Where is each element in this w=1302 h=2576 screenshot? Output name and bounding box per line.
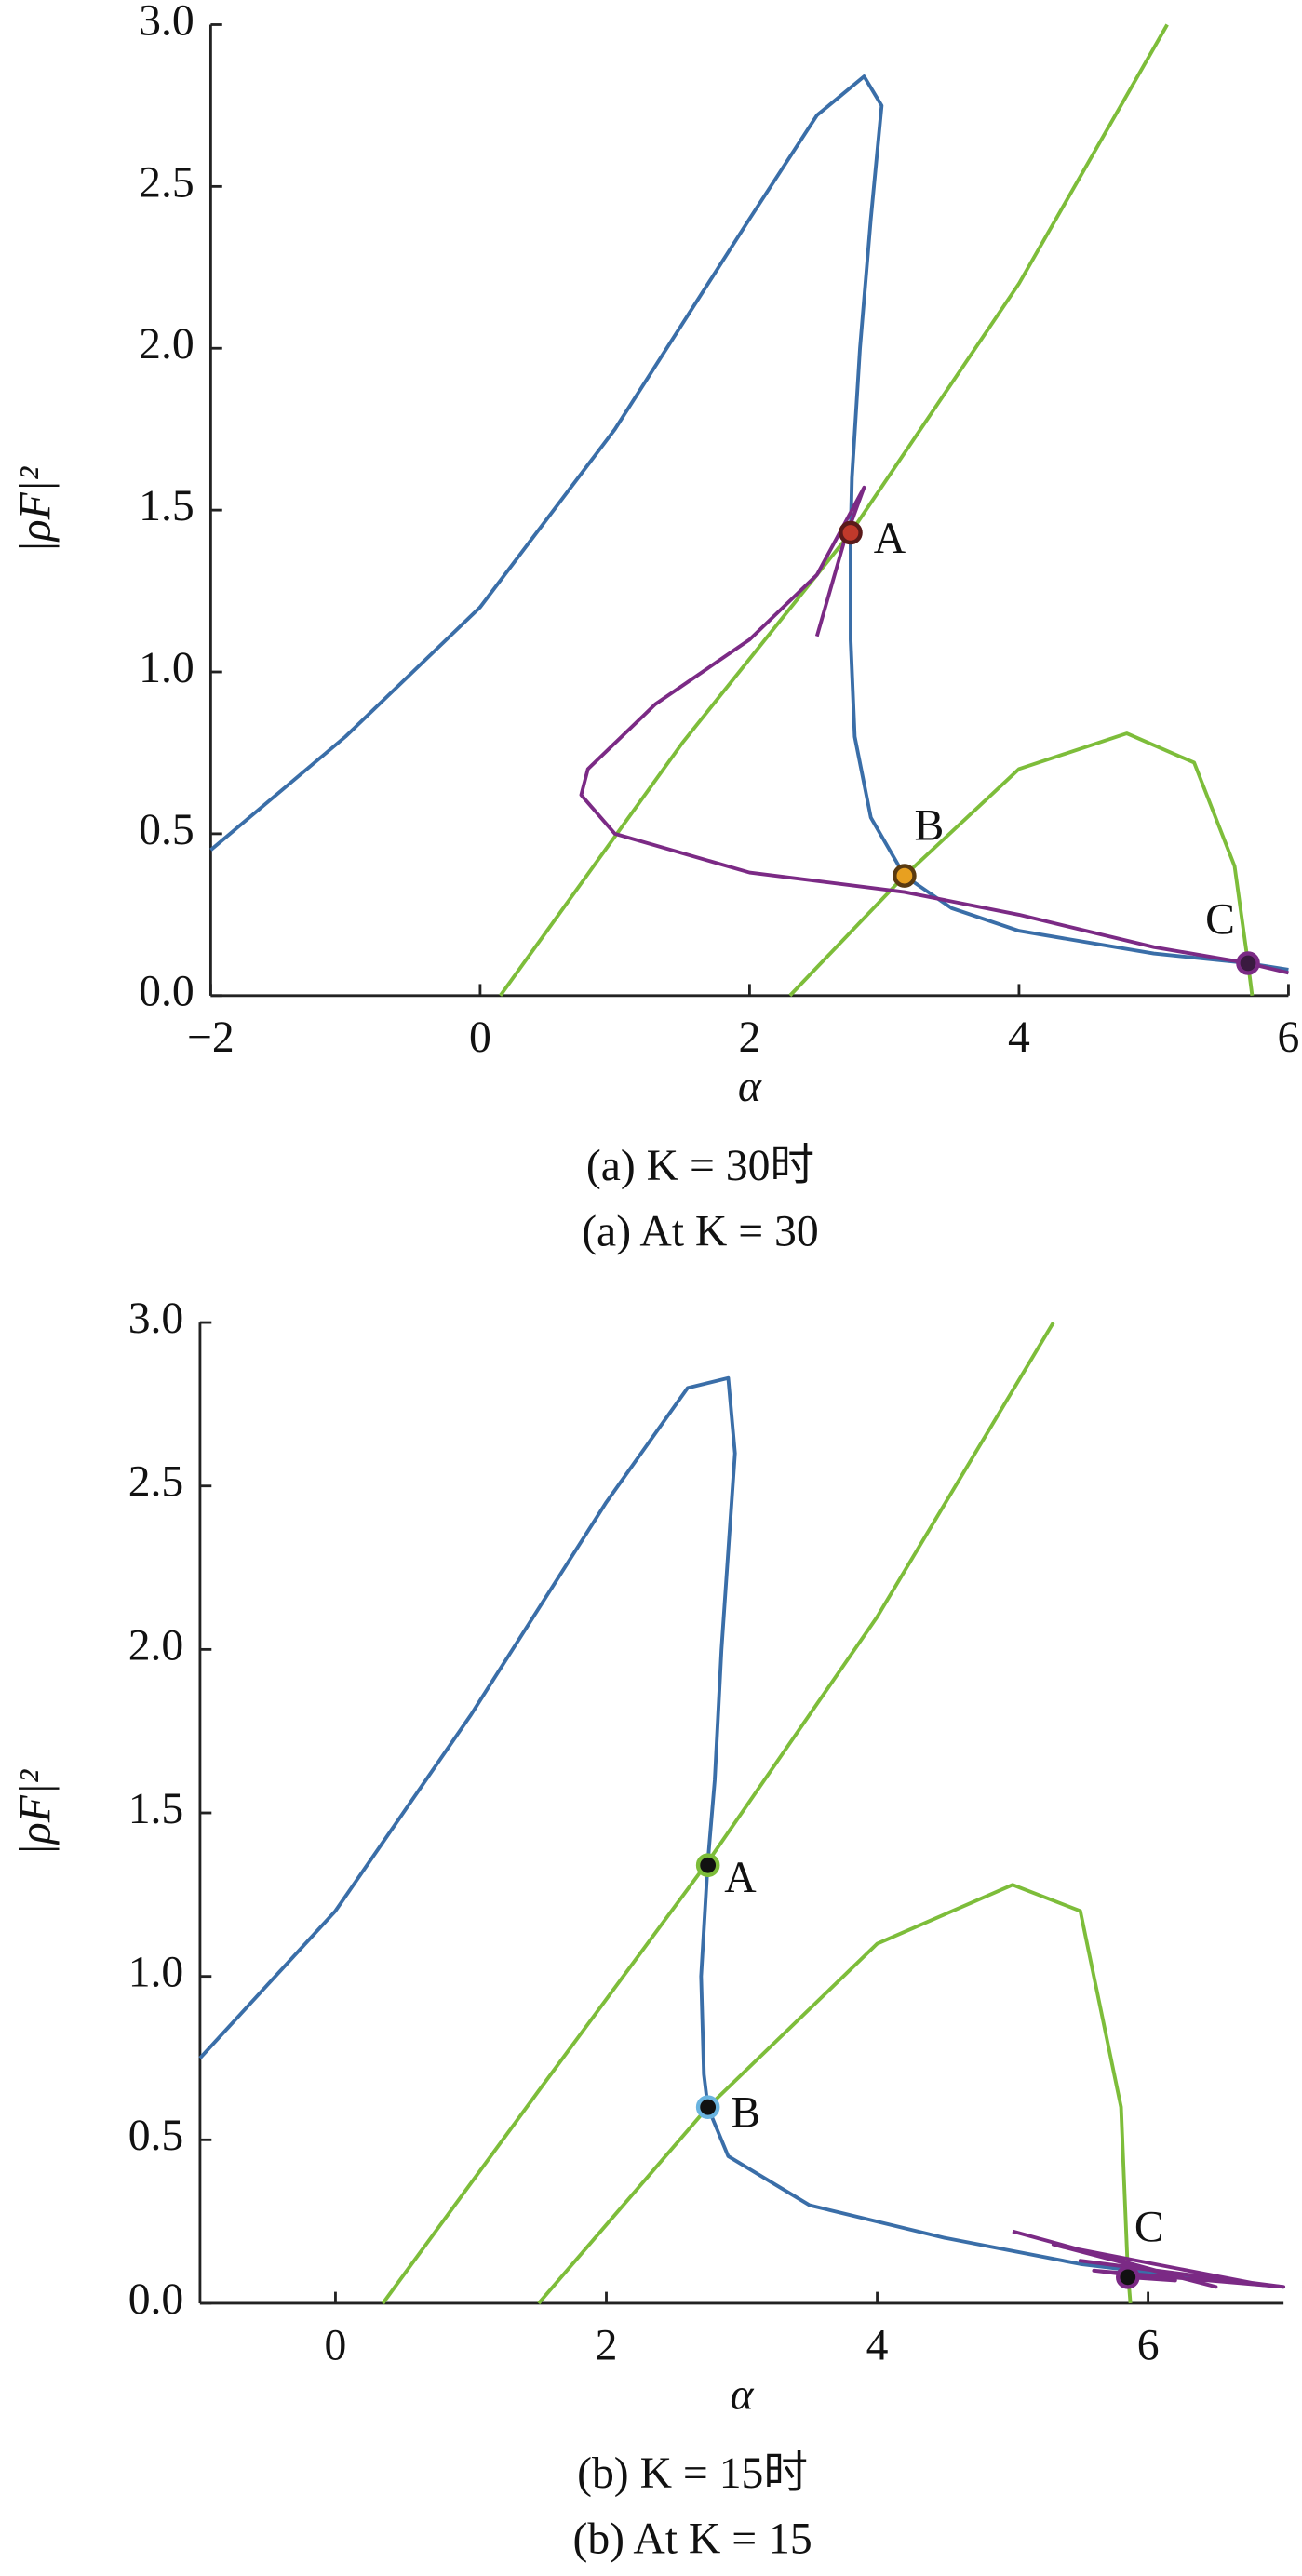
- point: [1115, 2265, 1140, 2289]
- y-tick-label: 3.0: [139, 0, 195, 45]
- x-tick-label: −2: [187, 1013, 235, 1062]
- x-tick-label: 2: [596, 2321, 618, 2369]
- y-tick-label: 0.0: [128, 2275, 184, 2324]
- point: [893, 864, 917, 888]
- point-label: B: [914, 802, 944, 851]
- y-tick-label: 1.0: [139, 644, 195, 692]
- y-tick-label: 1.5: [139, 482, 195, 530]
- x-tick-label: 0: [469, 1013, 491, 1062]
- y-tick-label: 0.5: [128, 2112, 184, 2160]
- curve: [1012, 2229, 1286, 2289]
- point-label: C: [1205, 896, 1235, 945]
- curve: [381, 1322, 1055, 2305]
- point: [695, 1853, 720, 1878]
- x-tick-label: 4: [866, 2321, 889, 2369]
- point: [839, 520, 863, 545]
- y-tick-label: 2.5: [128, 1458, 184, 1507]
- point-label: C: [1134, 2203, 1164, 2251]
- y-axis-label: |ρF|²: [12, 1769, 60, 1856]
- y-tick-label: 3.0: [128, 1295, 184, 1343]
- x-tick-label: 6: [1137, 2321, 1160, 2369]
- curve: [209, 74, 1289, 972]
- x-tick-label: 6: [1278, 1013, 1300, 1062]
- y-tick-label: 0.0: [139, 968, 195, 1016]
- caption: (b) K = 15时: [577, 2449, 808, 2498]
- y-tick-label: 1.0: [128, 1949, 184, 1997]
- point: [1236, 951, 1260, 975]
- point: [695, 2095, 720, 2119]
- curve: [579, 485, 1289, 975]
- curve: [499, 23, 1169, 997]
- curve: [788, 731, 1255, 998]
- y-tick-label: 2.5: [139, 158, 195, 207]
- y-tick-label: 2.0: [128, 1621, 184, 1670]
- point-label: A: [874, 515, 906, 563]
- y-tick-label: 1.5: [128, 1785, 184, 1833]
- point-label: B: [731, 2089, 760, 2138]
- y-tick-label: 2.0: [139, 320, 195, 369]
- x-axis-label: α: [731, 2370, 755, 2419]
- caption: (a) K = 30时: [586, 1142, 814, 1190]
- caption: (b) At K = 15: [572, 2516, 812, 2564]
- x-axis-label: α: [738, 1063, 762, 1111]
- x-tick-label: 2: [739, 1013, 761, 1062]
- x-tick-label: 0: [325, 2321, 347, 2369]
- y-tick-label: 0.5: [139, 806, 195, 854]
- caption: (a) At K = 30: [582, 1207, 819, 1255]
- curve: [537, 1883, 1133, 2305]
- curve: [198, 1375, 1284, 2289]
- point-label: A: [724, 1854, 757, 1902]
- y-axis-label: |ρF|²: [12, 466, 60, 553]
- x-tick-label: 4: [1008, 1013, 1030, 1062]
